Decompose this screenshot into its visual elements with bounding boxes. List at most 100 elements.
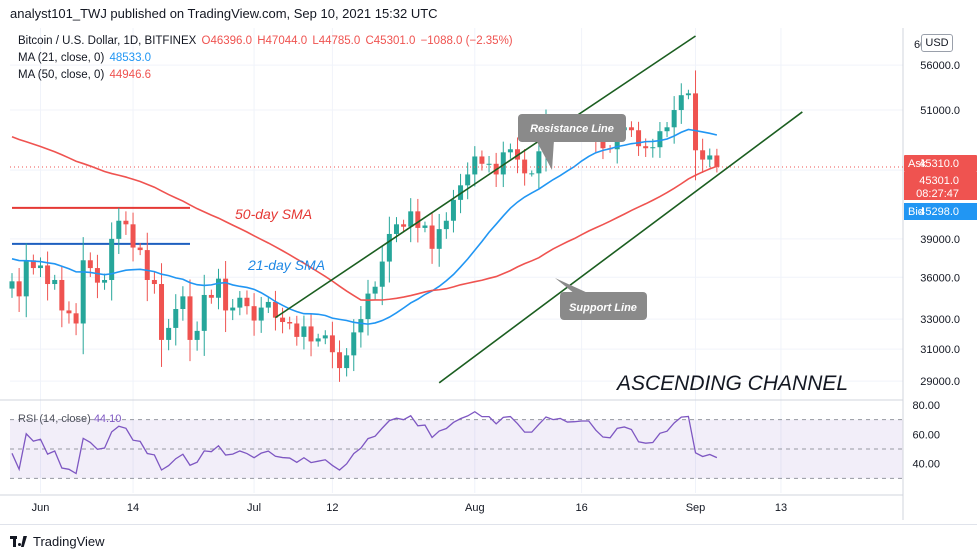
candle-body-28 — [208, 294, 214, 298]
tradingview-brand: TradingView — [33, 534, 105, 549]
candle-body-64 — [465, 174, 471, 186]
rsi-value: 44.10 — [93, 413, 122, 425]
rsi-tick-label-1: 60.00 — [912, 429, 940, 441]
ohlc-change: −1088.0 (−2.35%) — [420, 35, 513, 47]
last-price-tag — [904, 172, 977, 200]
candle-body-49 — [358, 319, 364, 333]
candle-body-67 — [486, 163, 492, 165]
channel-upper-line — [274, 35, 696, 319]
candle-body-99 — [714, 155, 720, 167]
candle-body-44 — [322, 335, 328, 339]
ohlc-close: C45301.0 — [365, 35, 416, 47]
candle-body-70 — [507, 149, 513, 153]
candle-body-74 — [536, 151, 542, 174]
ask-tag — [904, 155, 977, 172]
legend-ma21-row: MA (21, close, 0) 48533.0 — [18, 52, 151, 64]
candle-body-3 — [30, 260, 36, 269]
candle-body-69 — [500, 152, 506, 175]
candle-body-2 — [23, 260, 29, 297]
candle-body-46 — [337, 352, 343, 369]
candle-body-93 — [671, 110, 677, 128]
candle-body-56 — [408, 211, 414, 227]
candle-body-38 — [280, 317, 286, 323]
candle-body-19 — [144, 250, 150, 280]
candle-body-50 — [365, 293, 371, 320]
rsi-line — [11, 410, 718, 475]
y-tick-label-3: 36000.0 — [920, 272, 960, 284]
ask-tag-text-0: Ask — [908, 158, 927, 170]
candle-body-48 — [351, 332, 357, 356]
candle-body-59 — [429, 225, 435, 249]
x-tick-label-6: Sep — [686, 502, 706, 514]
candle-body-36 — [265, 301, 271, 308]
candle-body-39 — [287, 322, 293, 324]
legend-symbol-row: Bitcoin / U.S. Dollar, 1D, BITFINEX O463… — [18, 35, 513, 47]
candle-body-55 — [401, 224, 407, 227]
candle-body-94 — [678, 95, 684, 111]
candle-body-57 — [415, 211, 421, 228]
channel-lower-line — [438, 111, 803, 384]
bid-label: Bid — [908, 206, 924, 218]
candle-body-97 — [700, 150, 706, 160]
candle-body-35 — [258, 307, 264, 321]
rsi-series — [11, 410, 718, 475]
price-axis-bg — [903, 28, 977, 508]
y-tick-label-2: 33000.0 — [920, 314, 960, 326]
x-tick-label-7: 13 — [775, 502, 787, 514]
support-callout-box — [560, 292, 647, 320]
candle-body-5 — [45, 265, 51, 285]
candle-body-31 — [230, 307, 236, 311]
candle-body-7 — [59, 279, 65, 311]
rsi-label: RSI (14, close) — [18, 413, 91, 425]
currency-badge[interactable]: USD — [921, 34, 953, 52]
moving-averages — [11, 128, 718, 325]
candle-body-53 — [386, 233, 392, 262]
ma50-value: 44946.6 — [109, 69, 152, 81]
candle-body-96 — [693, 93, 699, 151]
candle-body-90 — [650, 147, 656, 149]
ohlc-high: H47044.0 — [257, 35, 308, 47]
resistance-callout-pointer — [536, 140, 554, 170]
candle-body-21 — [159, 284, 165, 340]
candle-body-25 — [187, 296, 193, 340]
candle-body-60 — [436, 229, 442, 249]
candle-body-18 — [137, 247, 143, 251]
candle-body-45 — [329, 335, 335, 353]
ohlc-low: L44785.0 — [312, 35, 361, 47]
x-tick-label-0: Jun — [32, 502, 50, 514]
candle-body-92 — [664, 127, 670, 132]
x-tick-label-5: 16 — [575, 502, 587, 514]
candle-body-62 — [450, 199, 456, 221]
tradingview-logo-icon — [10, 536, 28, 547]
candle-body-73 — [529, 173, 535, 175]
horizontal-levels — [12, 206, 190, 245]
support-callout-pointer — [555, 278, 590, 294]
rsi-tick-label-0: 40.00 — [912, 459, 940, 471]
candle-body-87 — [628, 127, 634, 131]
candle-body-14 — [109, 238, 115, 280]
candle-body-65 — [472, 156, 478, 175]
ask-value: 45310.0 — [919, 158, 959, 170]
x-tick-label-1: 14 — [127, 502, 139, 514]
tradingview-logo[interactable]: TradingView — [10, 534, 105, 549]
ascending-channel — [274, 35, 803, 384]
resistance-callout-text: Resistance Line — [530, 123, 614, 135]
candle-body-26 — [194, 330, 200, 340]
support-callout-text: Support Line — [569, 302, 637, 314]
candle-body-9 — [73, 313, 79, 324]
y-tick-label-1: 31000.0 — [920, 344, 960, 356]
candle-body-8 — [66, 310, 72, 314]
candle-body-37 — [272, 301, 278, 318]
y-tick-label-7: 56000.0 — [920, 60, 960, 72]
x-tick-label-2: Jul — [247, 502, 261, 514]
candle-body-72 — [522, 159, 528, 174]
rsi-band — [10, 419, 903, 479]
candle-body-66 — [479, 156, 485, 164]
candle-body-11 — [87, 260, 93, 269]
published-banner: analyst101_TWJ published on TradingView.… — [10, 6, 438, 21]
candle-body-4 — [37, 265, 43, 269]
resistance-callout-box — [518, 114, 626, 142]
candle-body-42 — [308, 326, 314, 342]
